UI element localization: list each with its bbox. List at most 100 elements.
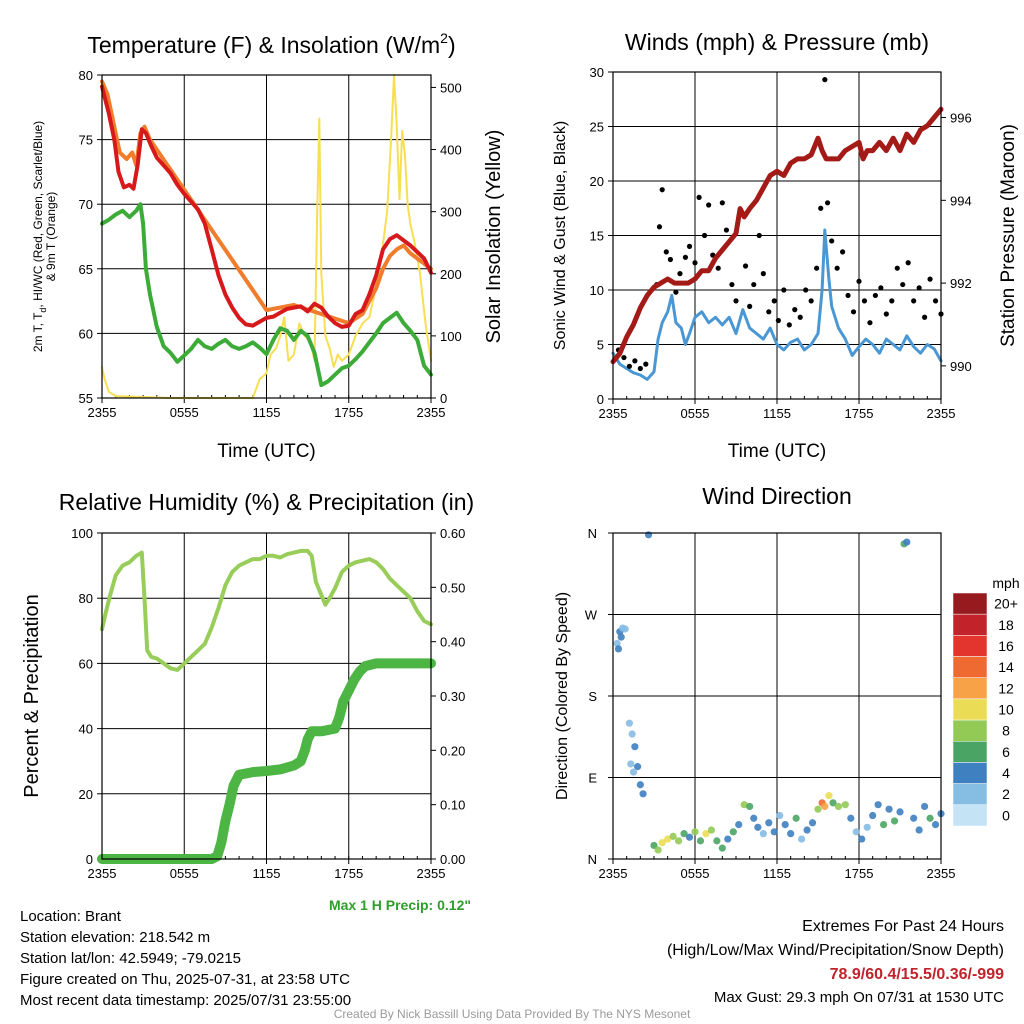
- rh-y2-tick-label: 0.40: [440, 635, 465, 650]
- wind-direction-point: [696, 837, 705, 845]
- wind-direction-point: [765, 819, 773, 827]
- rh-y2-tick-label: 0.50: [440, 580, 465, 595]
- temp-y2-axis-label: Solar Insolation (Yellow): [483, 130, 505, 344]
- wind-direction-point: [808, 819, 817, 827]
- gust-point: [911, 298, 917, 304]
- gust-point: [900, 281, 906, 288]
- wind-direction-point: [631, 743, 639, 751]
- gust-point: [747, 303, 753, 309]
- wind-direction-point: [702, 830, 710, 838]
- wind-y-tick-label: 5: [597, 338, 604, 353]
- wind-direction-point: [829, 799, 837, 807]
- gust-point: [729, 281, 735, 288]
- rh-x-tick-label: 2355: [88, 866, 117, 881]
- wind-direction-point: [910, 814, 918, 822]
- wind-y-tick-label: 20: [590, 174, 604, 189]
- temp-y-label-line2: & 9m T (Orange): [44, 192, 58, 282]
- wind-direction-point: [803, 826, 811, 834]
- wind-x-tick-label: 0555: [681, 406, 710, 421]
- dir-y-tick-label: E: [588, 771, 597, 786]
- wind-direction-point: [863, 823, 871, 831]
- wind-direction-point: [798, 835, 806, 843]
- wind-y-tick-label: 10: [590, 283, 604, 298]
- wind-direction-point: [858, 835, 866, 843]
- wind-direction-point: [628, 730, 636, 738]
- gust-point: [894, 265, 900, 271]
- wind-direction-point: [746, 802, 754, 811]
- gust-point: [719, 200, 725, 206]
- sonic-wind-line: [611, 228, 943, 381]
- wind-direction-point: [639, 790, 647, 798]
- gust-point: [637, 365, 643, 372]
- gust-point: [792, 307, 798, 313]
- wind-direction-point: [664, 835, 672, 843]
- gust-point: [733, 298, 739, 304]
- temp-y-axis-label: 2m T, Td, HI/WC (Red, Green, Scarlet/Blu…: [31, 121, 58, 352]
- rh-y-tick-label: 40: [79, 722, 93, 737]
- colorbar-label: 18: [998, 617, 1014, 633]
- wind-x-tick-label: 2355: [599, 406, 628, 421]
- wind-direction-point: [614, 645, 623, 653]
- dir-y-tick-label: N: [588, 526, 597, 541]
- temp-grid: [101, 75, 432, 403]
- gust-point: [626, 363, 633, 369]
- colorbar-label: 10: [998, 702, 1014, 718]
- gust-point: [824, 200, 831, 206]
- temp-y2-tick-label: 0: [440, 391, 447, 406]
- colorbar-label: 8: [1002, 723, 1010, 739]
- temp-y-label-sub: d: [38, 308, 48, 313]
- colorbar-swatch: [952, 719, 988, 742]
- wind-direction-point: [707, 826, 716, 834]
- gust-point: [696, 194, 702, 200]
- temp-y-tick-label: 55: [79, 391, 93, 406]
- wind-direction-point: [776, 811, 784, 820]
- wind-direction-point: [729, 828, 737, 836]
- rh-y-tick-label: 20: [79, 787, 93, 802]
- gust-point: [867, 320, 873, 326]
- wind-direction-point: [636, 781, 644, 789]
- dir-y-tick-label: S: [588, 689, 597, 704]
- gust-point: [781, 287, 787, 293]
- wind-direction-point: [931, 820, 940, 829]
- rh-x-tick-label: 0555: [170, 866, 199, 881]
- gust-point: [723, 227, 730, 233]
- gust-point: [822, 77, 828, 83]
- gust-point: [621, 354, 627, 361]
- temp-x-tick-label: 2355: [417, 405, 446, 420]
- gust-point: [692, 260, 698, 266]
- gust-point: [673, 289, 679, 295]
- colorbar-swatch: [952, 656, 988, 678]
- station-pressure-line: [610, 106, 944, 365]
- wind-direction-point: [821, 802, 829, 811]
- wind-direction-point: [654, 846, 662, 854]
- wind-y2-tick-label: 994: [950, 193, 972, 208]
- relative-humidity-line: [100, 548, 433, 672]
- wind-direction-point: [718, 844, 726, 852]
- gust-point: [850, 309, 857, 315]
- gust-point: [715, 265, 721, 271]
- wind-direction-point: [680, 830, 688, 838]
- wind-direction-point: [691, 828, 699, 836]
- dir-x-tick-label: 1755: [845, 866, 874, 881]
- wind-direction-point: [841, 801, 849, 809]
- wind-direction-point: [847, 814, 855, 822]
- rh-x-tick-label: 2355: [417, 866, 446, 881]
- gust-point: [905, 260, 911, 266]
- latlon-label: Station lat/lon: 42.5949; -79.0215: [20, 950, 242, 967]
- gust-point: [814, 265, 820, 271]
- gust-point: [818, 205, 824, 211]
- gust-point: [682, 254, 689, 260]
- wind-grid: [612, 72, 942, 404]
- wind-direction-point: [613, 639, 621, 648]
- colorbar-swatch: [952, 677, 988, 700]
- gust-point: [656, 224, 663, 230]
- gust-point: [701, 232, 708, 239]
- wind-direction-point: [770, 828, 778, 836]
- wind-y-axis-label: Sonic Wind & Gust (Blue, Black): [552, 121, 569, 350]
- temp-y-label-line1: 2m T, T: [31, 312, 45, 352]
- wind-direction-point: [621, 625, 629, 633]
- dir-y-tick-label: W: [585, 608, 598, 623]
- wind-x-tick-label: 1155: [763, 406, 791, 421]
- gust-point: [742, 263, 749, 269]
